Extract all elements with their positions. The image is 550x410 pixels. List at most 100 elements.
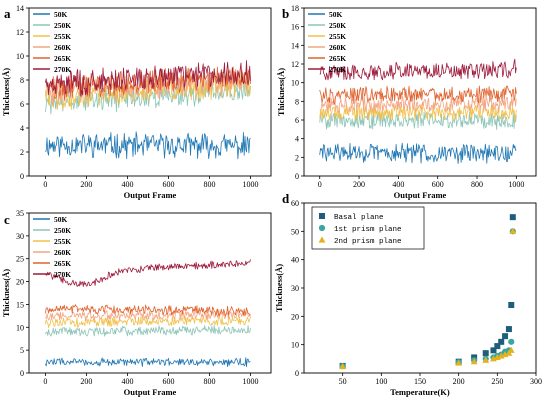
y-tick-label: 30 <box>291 284 299 293</box>
data-point <box>455 359 463 366</box>
legend-label: 255K <box>54 237 71 246</box>
panel-d: 50 100 150 200 250 300 0 10 20 30 40 50 60 Temperatur… <box>274 191 542 397</box>
data-point <box>508 338 515 345</box>
y-tick-label: 5 <box>20 346 24 355</box>
y-tick-label: 10 <box>16 323 24 332</box>
y-tick-label: 16 <box>291 23 299 32</box>
series-line-265K <box>45 66 251 101</box>
y-tick-label: 50 <box>291 227 299 236</box>
panel-letter: d <box>282 191 290 206</box>
data-point <box>502 333 509 340</box>
y-tick-label: 14 <box>291 41 299 50</box>
series-line-270K <box>45 259 251 287</box>
data-point <box>490 347 497 354</box>
x-tick-label: 1000 <box>508 180 524 189</box>
legend-label: 50K <box>329 10 343 19</box>
x-tick-label: 600 <box>162 180 174 189</box>
x-tick-label: 1000 <box>242 180 258 189</box>
y-tick-label: 20 <box>291 312 299 321</box>
y-tick-label: 35 <box>16 209 24 218</box>
y-tick-label: 0 <box>20 369 24 378</box>
y-tick-label: 10 <box>16 52 24 61</box>
x-tick-label: 800 <box>203 377 215 386</box>
x-tick-label: 400 <box>121 377 133 386</box>
x-tick-label: 50 <box>339 377 347 386</box>
x-tick-label: 100 <box>375 377 387 386</box>
legend-label: 265K <box>329 54 346 63</box>
x-tick-label: 0 <box>318 180 322 189</box>
legend-label: 50K <box>54 215 68 224</box>
y-tick-label: 15 <box>16 300 24 309</box>
y-axis-title: Thickness(Å) <box>1 269 11 317</box>
y-axis-title: Thickness(Å) <box>274 264 284 312</box>
legend-label: 50K <box>54 10 68 19</box>
data-point <box>482 356 490 363</box>
legend-label: 2nd prism plane <box>334 238 402 246</box>
x-tick-label: 250 <box>491 377 503 386</box>
y-tick-label: 40 <box>291 256 299 265</box>
x-tick-label: 0 <box>43 180 47 189</box>
plot-frame <box>28 7 272 177</box>
y-tick-label: 30 <box>16 232 24 241</box>
y-tick-label: 4 <box>20 124 24 133</box>
panel-a: 0 200 400 600 800 1000 0 2 4 6 8 10 12 14 Output Frame… <box>1 4 272 200</box>
y-tick-label: 2 <box>295 153 299 162</box>
x-tick-label: 300 <box>530 377 542 386</box>
data-point <box>509 227 517 234</box>
plot-frame <box>28 212 272 374</box>
y-tick-label: 8 <box>295 97 299 106</box>
legend-label: 260K <box>329 43 346 52</box>
y-tick-label: 6 <box>20 100 24 109</box>
legend-label: 250K <box>54 21 71 30</box>
series-line-255K <box>45 315 251 328</box>
x-axis-title: Output Frame <box>124 190 177 200</box>
y-tick-label: 12 <box>16 28 24 37</box>
y-tick-label: 20 <box>16 278 24 287</box>
legend-label: 1st prism plane <box>334 226 402 234</box>
legend-label: 265K <box>54 259 71 268</box>
y-tick-label: 2 <box>20 148 24 157</box>
y-tick-label: 10 <box>291 341 299 350</box>
x-tick-label: 600 <box>162 377 174 386</box>
data-point <box>470 358 478 365</box>
series-line-250K <box>45 324 251 337</box>
panel-c: 0 200 400 600 800 1000 0 5 10 15 20 25 30 35 Output Fr… <box>1 209 272 397</box>
series-line-50K <box>45 357 251 367</box>
y-tick-label: 0 <box>295 369 299 378</box>
y-axis-title: Thickness(Å) <box>1 68 11 116</box>
legend-box <box>311 206 425 250</box>
data-point <box>509 214 516 221</box>
panel-letter: b <box>282 6 289 21</box>
legend-label: 270K <box>54 270 71 279</box>
series-line-265K <box>319 85 517 105</box>
legend-label: 270K <box>54 65 71 74</box>
y-tick-label: 8 <box>20 76 24 85</box>
legend-label: Basal plane <box>334 214 384 222</box>
data-point <box>505 326 512 333</box>
data-point <box>498 338 505 345</box>
series-line-50K <box>45 131 251 160</box>
legend-label: 255K <box>329 32 346 41</box>
x-tick-label: 800 <box>203 180 215 189</box>
series-line-270K <box>319 58 517 81</box>
data-point <box>339 362 347 370</box>
legend-marker <box>318 224 326 232</box>
x-tick-label: 150 <box>414 377 426 386</box>
x-tick-label: 200 <box>80 180 92 189</box>
x-axis-title: Output Frame <box>124 387 177 397</box>
legend-marker <box>319 213 325 219</box>
x-axis-title: Output Frame <box>394 190 447 200</box>
x-tick-label: 400 <box>121 180 133 189</box>
data-point <box>482 350 489 357</box>
y-tick-label: 10 <box>291 79 299 88</box>
series-line-250K <box>319 110 517 130</box>
data-point <box>507 346 515 353</box>
y-tick-label: 60 <box>291 199 299 208</box>
legend-label: 250K <box>329 21 346 30</box>
series-line-265K <box>45 304 251 317</box>
legend-marker <box>318 236 326 243</box>
x-tick-label: 0 <box>43 377 47 386</box>
x-tick-label: 400 <box>392 180 404 189</box>
x-tick-label: 1000 <box>242 377 258 386</box>
